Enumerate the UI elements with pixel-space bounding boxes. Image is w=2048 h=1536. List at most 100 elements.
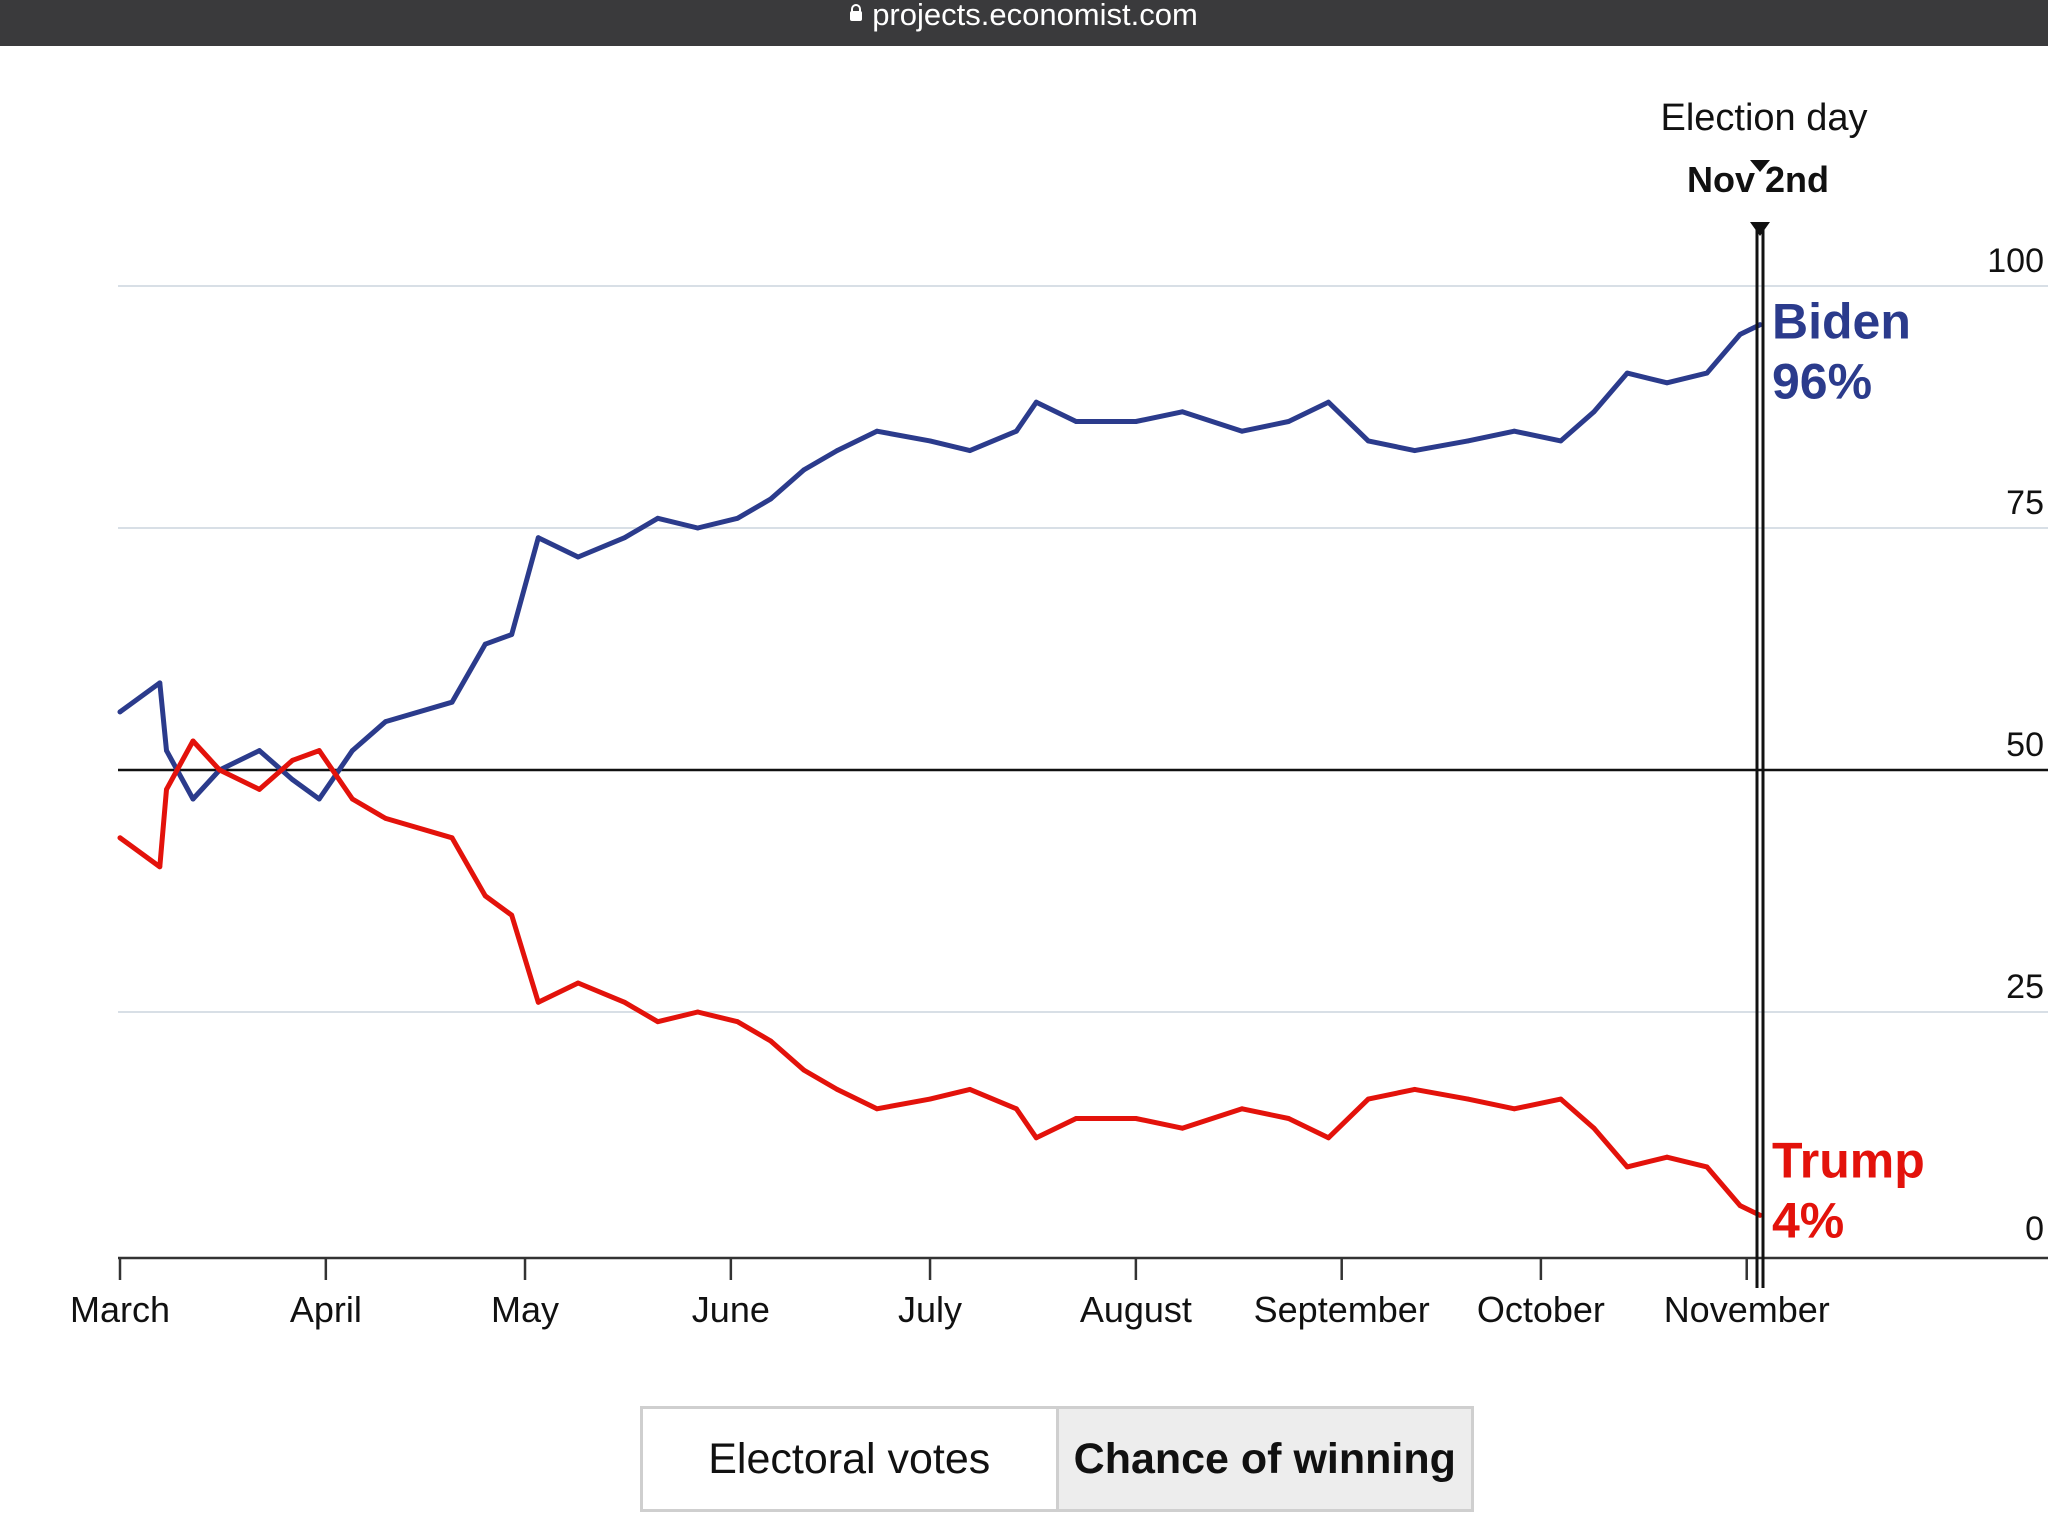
data-point-trump [290, 757, 295, 763]
data-point-biden [967, 448, 973, 453]
browser-address-bar[interactable]: projects.economist.com [0, 0, 2048, 46]
data-point-biden [1286, 419, 1291, 424]
x-tick-label-november: November [1664, 1289, 1830, 1330]
data-point-biden [1558, 438, 1564, 444]
series-label-biden: Biden [1772, 294, 1911, 350]
data-point-biden [117, 709, 123, 715]
data-point-biden [1704, 370, 1710, 376]
data-point-trump [1704, 1164, 1710, 1170]
data-point-trump [383, 816, 388, 821]
data-point-trump [217, 767, 223, 773]
series-line-biden [117, 322, 1763, 802]
data-point-trump [117, 835, 123, 841]
data-point-trump [1239, 1106, 1245, 1112]
data-point-trump [1073, 1116, 1079, 1121]
data-point-trump [1286, 1116, 1291, 1121]
data-point-biden [164, 748, 169, 753]
data-point-biden [1179, 409, 1185, 415]
data-point-biden [290, 777, 295, 783]
data-point-trump [257, 787, 262, 792]
data-point-biden [874, 428, 880, 434]
chance-of-winning-tab[interactable]: Chance of winning [1055, 1409, 1471, 1509]
data-point-trump [535, 999, 541, 1005]
electoral-votes-tab[interactable]: Electoral votes [643, 1409, 1056, 1509]
data-point-biden [482, 641, 488, 647]
x-tick-label-october: October [1477, 1289, 1605, 1330]
data-point-biden [834, 448, 840, 453]
data-point-trump [1664, 1154, 1670, 1160]
x-tick-label-may: May [491, 1289, 559, 1330]
data-point-trump [1737, 1203, 1743, 1208]
data-point-biden [316, 796, 322, 802]
data-point-biden [1737, 332, 1743, 337]
lock-icon [850, 4, 863, 25]
data-point-biden [383, 719, 388, 724]
data-point-trump [164, 787, 169, 792]
data-point-biden [190, 796, 196, 802]
data-point-biden [449, 699, 455, 705]
data-point-trump [1511, 1106, 1517, 1112]
forecast-chart: 0 25 50 75 100 March April May June July August Se… [70, 97, 2048, 1330]
data-point-trump [695, 1009, 701, 1015]
data-point-biden [655, 515, 661, 521]
data-point-biden [1133, 419, 1139, 424]
data-point-biden [622, 535, 627, 541]
data-point-trump [1412, 1087, 1418, 1092]
y-axis: 0 25 50 75 100 [1987, 242, 2044, 1248]
series-label-trump: Trump [1772, 1132, 1925, 1188]
data-point-biden [1511, 428, 1517, 434]
data-point-trump [1558, 1096, 1564, 1102]
data-point-trump [735, 1019, 740, 1025]
election-day-date: Nov 2nd [1687, 159, 1829, 200]
series-line-trump [117, 738, 1763, 1218]
data-point-biden [350, 748, 355, 753]
data-point-biden [157, 680, 163, 686]
data-point-biden [1412, 448, 1418, 453]
x-axis: March April May June July August September Octo… [70, 1256, 2048, 1330]
data-point-biden [1033, 399, 1039, 405]
series-value-trump: 4% [1772, 1192, 1844, 1248]
data-point-biden [1326, 399, 1331, 405]
data-point-biden [695, 525, 701, 531]
x-tick-label-july: July [898, 1289, 962, 1330]
data-point-trump [1591, 1125, 1597, 1131]
data-point-trump [1624, 1164, 1630, 1170]
y-tick-label-100: 100 [1987, 242, 2044, 280]
data-point-biden [1624, 370, 1630, 376]
data-point-trump [1326, 1135, 1331, 1141]
election-day-marker: Election day Nov 2nd [1660, 97, 1868, 1288]
data-point-trump [1465, 1096, 1471, 1102]
data-point-trump [1365, 1096, 1371, 1102]
data-point-trump [1757, 1212, 1763, 1218]
data-point-trump [482, 893, 488, 899]
data-point-biden [1465, 438, 1471, 444]
data-point-trump [655, 1019, 661, 1025]
data-point-trump [449, 835, 455, 841]
election-day-title: Election day [1660, 97, 1867, 139]
data-point-biden [1757, 322, 1763, 328]
y-tick-label-75: 75 [2006, 484, 2044, 522]
data-point-trump [768, 1038, 774, 1044]
data-point-trump [927, 1096, 933, 1102]
data-point-biden [1591, 409, 1597, 415]
data-point-trump [157, 864, 163, 870]
data-point-biden [927, 438, 933, 444]
y-tick-label-0: 0 [2025, 1210, 2044, 1248]
grid-lines [118, 285, 2048, 1013]
data-point-biden [575, 554, 581, 560]
election-day-arrow-bottom [1750, 222, 1770, 236]
x-tick-label-march: March [70, 1289, 170, 1330]
data-point-trump [190, 738, 196, 744]
url-display[interactable]: projects.economist.com [850, 0, 1198, 33]
election-day-arrow-top [1750, 160, 1770, 172]
data-point-biden [1664, 380, 1670, 386]
data-point-trump [1179, 1125, 1185, 1131]
data-point-biden [768, 496, 774, 502]
data-point-trump [1133, 1116, 1139, 1121]
view-toggle[interactable]: Electoral votes Chance of winning [640, 1406, 1474, 1512]
data-point-trump [350, 796, 355, 802]
x-tick-label-june: June [692, 1289, 770, 1330]
data-point-trump [874, 1106, 880, 1112]
y-tick-label-25: 25 [2006, 968, 2044, 1006]
